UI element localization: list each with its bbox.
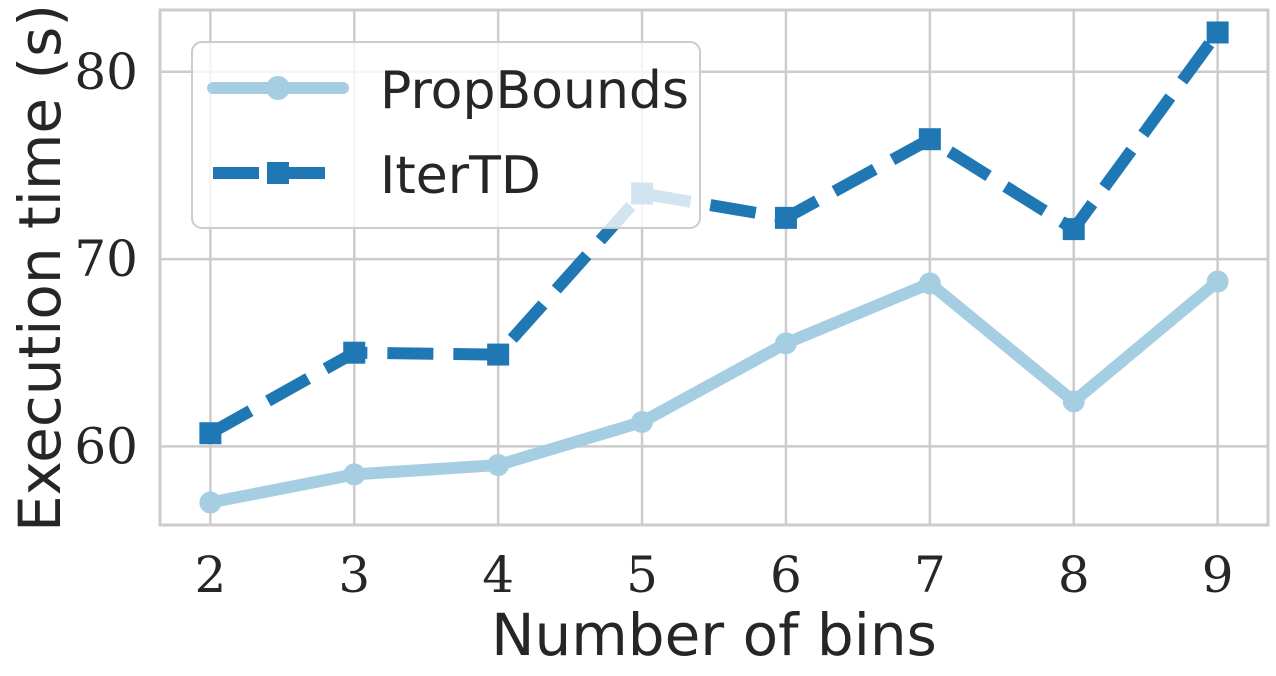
data-point-propbounds xyxy=(1206,270,1229,293)
plot-frame xyxy=(158,8,1270,527)
data-point-propbounds xyxy=(487,454,510,477)
data-point-propbounds xyxy=(343,463,366,486)
legend: PropBounds IterTD xyxy=(191,41,701,229)
data-point-itertd xyxy=(343,341,366,364)
data-point-itertd xyxy=(199,422,222,445)
legend-marker-itertd xyxy=(267,162,289,184)
legend-label-itertd: IterTD xyxy=(380,146,541,206)
x-tick-label: 8 xyxy=(1058,546,1090,604)
x-axis-label: Number of bins xyxy=(491,601,937,669)
x-tick-label: 5 xyxy=(626,546,658,604)
x-tick-label: 6 xyxy=(770,546,802,604)
y-tick-label: 80 xyxy=(74,43,138,101)
data-point-propbounds xyxy=(1062,390,1085,413)
x-tick-labels: 2 3 4 5 6 7 8 9 xyxy=(194,546,1233,604)
data-point-itertd xyxy=(774,206,797,229)
data-point-itertd xyxy=(1062,218,1085,241)
data-point-propbounds xyxy=(774,332,797,355)
series-line-itertd xyxy=(207,28,1223,439)
data-point-itertd xyxy=(918,128,941,151)
series-line-propbounds xyxy=(204,275,1224,509)
data-point-itertd xyxy=(1206,21,1229,44)
data-point-propbounds xyxy=(199,491,222,514)
y-tick-labels: 60 70 80 xyxy=(74,43,138,476)
x-tick-label: 4 xyxy=(482,546,514,604)
x-tick-label: 7 xyxy=(914,546,946,604)
series-layer xyxy=(199,21,1229,514)
data-point-propbounds xyxy=(631,411,654,433)
x-tick-label: 9 xyxy=(1202,546,1234,604)
x-tick-label: 3 xyxy=(338,546,370,604)
data-point-itertd xyxy=(487,343,510,366)
legend-label-propbounds: PropBounds xyxy=(380,61,689,121)
data-point-propbounds xyxy=(918,272,941,295)
legend-marker-propbounds xyxy=(266,76,290,100)
y-tick-label: 70 xyxy=(74,230,138,288)
x-tick-label: 2 xyxy=(194,546,226,604)
y-tick-label: 60 xyxy=(74,417,138,475)
y-axis-label: Execution time (s) xyxy=(6,4,74,532)
